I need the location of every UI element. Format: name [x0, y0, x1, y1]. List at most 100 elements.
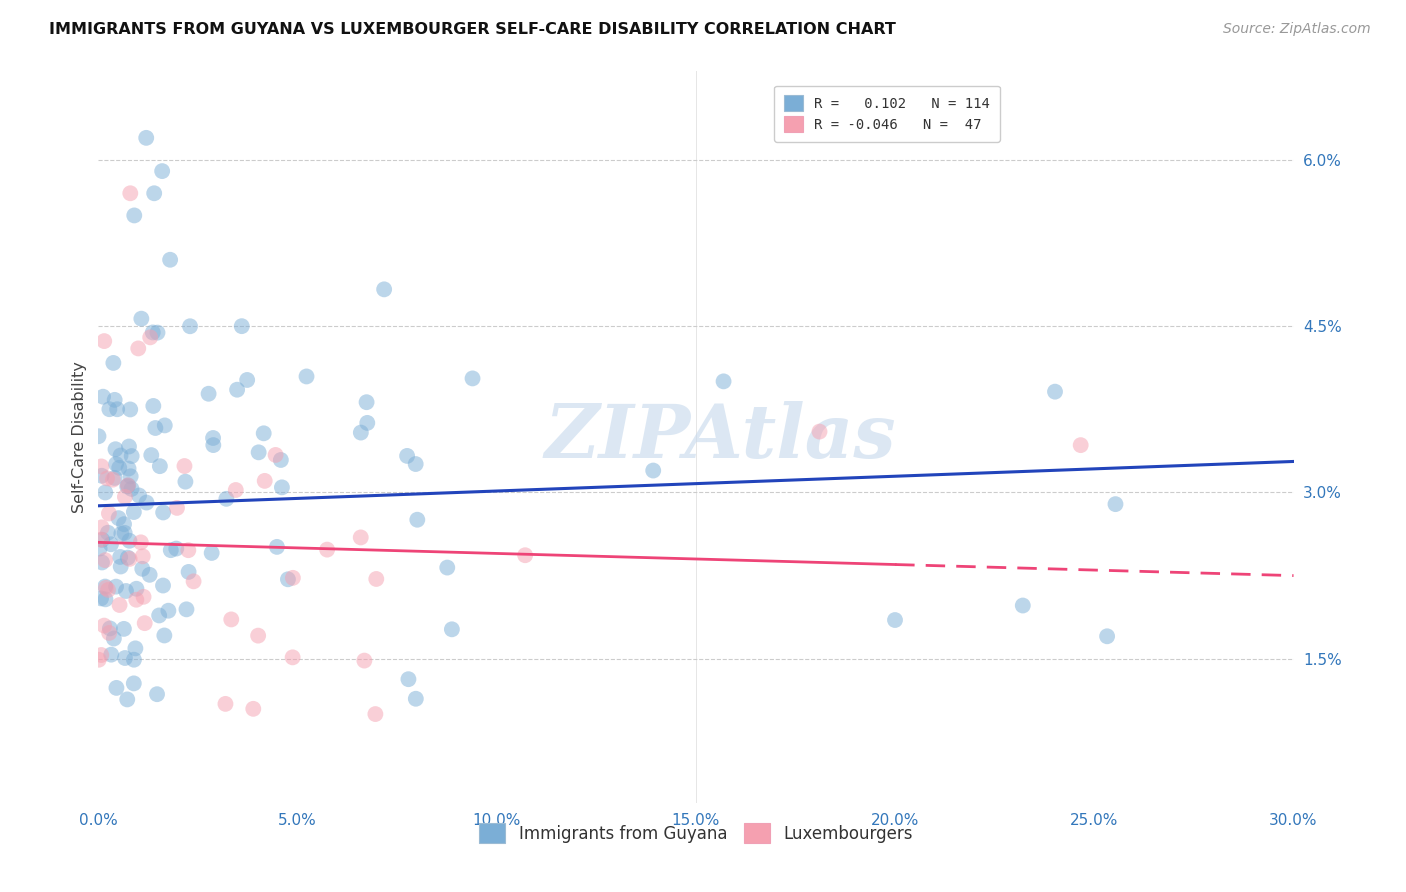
- Point: [97, 507, 120, 521]
- Point: [1095, 629, 1118, 643]
- Text: Source: ZipAtlas.com: Source: ZipAtlas.com: [1223, 22, 1371, 37]
- Point: [214, 697, 236, 711]
- Point: [104, 471, 127, 485]
- Point: [884, 613, 907, 627]
- Point: [105, 457, 128, 471]
- Point: [396, 449, 419, 463]
- Point: [98, 621, 121, 635]
- Point: [89, 541, 111, 556]
- Point: [90, 591, 112, 606]
- Point: [108, 460, 131, 475]
- Point: [93, 618, 115, 632]
- Point: [101, 473, 124, 487]
- Point: [1011, 599, 1033, 613]
- Legend: Immigrants from Guyana, Luxembourgers: Immigrants from Guyana, Luxembourgers: [472, 817, 920, 849]
- Point: [108, 598, 131, 612]
- Point: [165, 541, 187, 556]
- Point: [125, 582, 148, 596]
- Point: [159, 252, 181, 267]
- Point: [135, 131, 157, 145]
- Point: [142, 399, 165, 413]
- Point: [226, 383, 249, 397]
- Point: [225, 483, 247, 497]
- Point: [115, 479, 138, 493]
- Point: [201, 546, 224, 560]
- Point: [356, 416, 378, 430]
- Point: [139, 330, 162, 344]
- Point: [115, 584, 138, 599]
- Point: [153, 418, 176, 433]
- Point: [90, 520, 112, 534]
- Point: [153, 628, 176, 642]
- Point: [112, 517, 135, 532]
- Point: [143, 186, 166, 201]
- Point: [277, 572, 299, 586]
- Text: IMMIGRANTS FROM GUYANA VS LUXEMBOURGER SELF-CARE DISABILITY CORRELATION CHART: IMMIGRANTS FROM GUYANA VS LUXEMBOURGER S…: [49, 22, 896, 37]
- Point: [114, 525, 136, 540]
- Point: [110, 559, 132, 574]
- Point: [219, 612, 242, 626]
- Point: [91, 556, 114, 570]
- Point: [202, 431, 225, 445]
- Point: [1043, 384, 1066, 399]
- Point: [90, 459, 112, 474]
- Point: [373, 282, 395, 296]
- Point: [173, 458, 195, 473]
- Point: [94, 485, 117, 500]
- Point: [107, 511, 129, 525]
- Point: [105, 681, 128, 695]
- Point: [121, 482, 143, 496]
- Point: [231, 319, 253, 334]
- Point: [114, 651, 136, 665]
- Point: [91, 533, 114, 547]
- Point: [135, 495, 157, 509]
- Point: [364, 707, 387, 722]
- Point: [152, 506, 174, 520]
- Point: [141, 448, 163, 462]
- Point: [266, 540, 288, 554]
- Point: [145, 421, 167, 435]
- Point: [100, 648, 122, 662]
- Point: [159, 543, 181, 558]
- Point: [396, 672, 419, 686]
- Point: [127, 342, 149, 356]
- Point: [142, 326, 165, 340]
- Point: [713, 375, 735, 389]
- Point: [242, 702, 264, 716]
- Text: ZIPAtlas: ZIPAtlas: [544, 401, 896, 474]
- Point: [91, 390, 114, 404]
- Point: [247, 629, 270, 643]
- Point: [117, 461, 139, 475]
- Point: [122, 653, 145, 667]
- Point: [202, 438, 225, 452]
- Point: [643, 464, 665, 478]
- Point: [461, 371, 484, 385]
- Point: [356, 395, 378, 409]
- Point: [117, 478, 139, 492]
- Point: [128, 488, 150, 502]
- Point: [405, 691, 427, 706]
- Point: [120, 186, 142, 201]
- Point: [197, 386, 219, 401]
- Point: [103, 632, 125, 646]
- Point: [247, 445, 270, 459]
- Point: [108, 549, 131, 564]
- Point: [179, 319, 201, 334]
- Point: [94, 553, 117, 567]
- Point: [118, 552, 141, 566]
- Point: [253, 474, 276, 488]
- Point: [105, 402, 128, 417]
- Y-axis label: Self-Care Disability: Self-Care Disability: [72, 361, 87, 513]
- Point: [353, 654, 375, 668]
- Point: [132, 549, 155, 564]
- Point: [93, 334, 115, 348]
- Point: [440, 623, 463, 637]
- Point: [124, 641, 146, 656]
- Point: [177, 565, 200, 579]
- Point: [150, 164, 173, 178]
- Point: [117, 550, 139, 565]
- Point: [120, 469, 142, 483]
- Point: [134, 616, 156, 631]
- Point: [406, 513, 429, 527]
- Point: [98, 402, 121, 417]
